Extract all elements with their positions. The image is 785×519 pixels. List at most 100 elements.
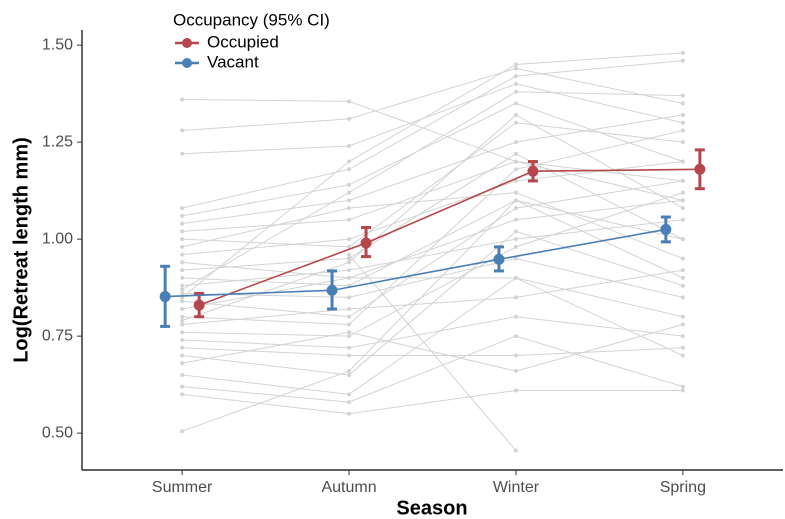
- individual-point: [680, 322, 685, 327]
- individual-point: [347, 252, 352, 257]
- series-point: [360, 237, 372, 249]
- individual-point: [347, 237, 352, 242]
- individual-point: [513, 120, 518, 125]
- individual-point: [347, 144, 352, 149]
- individual-point: [513, 353, 518, 358]
- individual-line: [182, 67, 683, 131]
- individual-point: [347, 295, 352, 300]
- individual-point: [180, 244, 185, 249]
- individual-point: [347, 345, 352, 350]
- individual-point: [180, 384, 185, 389]
- individual-line: [182, 98, 683, 182]
- individual-line: [182, 199, 683, 279]
- individual-line: [182, 347, 683, 357]
- individual-point: [347, 190, 352, 195]
- individual-line: [182, 161, 683, 256]
- individual-point: [680, 58, 685, 63]
- x-tick-label: Summer: [152, 479, 213, 496]
- individual-point: [347, 260, 352, 265]
- series-point: [694, 163, 706, 175]
- y-tick-label: 1.00: [42, 230, 73, 247]
- y-axis-title: Log(Retreat length mm): [10, 137, 32, 363]
- individual-point: [180, 353, 185, 358]
- individual-line: [181, 114, 684, 322]
- individual-point: [180, 268, 185, 273]
- individual-point: [180, 229, 185, 234]
- individual-point: [680, 275, 685, 280]
- individual-point: [513, 66, 518, 71]
- individual-point: [180, 330, 185, 335]
- individual-point: [513, 198, 518, 203]
- individual-point: [347, 99, 352, 104]
- individual-point: [180, 97, 185, 102]
- individual-point: [680, 178, 685, 183]
- series-point: [159, 291, 171, 303]
- individual-point: [180, 287, 185, 292]
- individual-point: [180, 392, 185, 397]
- individual-point: [180, 429, 185, 434]
- individual-point: [180, 318, 185, 323]
- individual-point: [513, 256, 518, 261]
- individual-point: [680, 159, 685, 164]
- individual-point: [513, 89, 518, 94]
- individual-point: [180, 314, 185, 319]
- individual-point: [513, 178, 518, 183]
- legend-label: Vacant: [207, 52, 259, 71]
- individual-point: [680, 353, 685, 358]
- individual-line: [182, 230, 684, 376]
- individual-point: [347, 182, 352, 187]
- individual-line: [182, 324, 683, 372]
- individual-line: [182, 130, 683, 326]
- individual-line: [182, 199, 684, 287]
- individual-point: [347, 206, 352, 211]
- individual-point: [180, 306, 185, 311]
- individual-point: [347, 167, 352, 172]
- individual-line: [181, 91, 683, 291]
- individual-point: [680, 217, 685, 222]
- individual-line: [181, 199, 683, 432]
- individual-point: [680, 314, 685, 319]
- individual-line: [181, 52, 683, 298]
- individual-point: [680, 384, 685, 389]
- individual-point: [347, 268, 352, 273]
- individual-point: [513, 159, 518, 164]
- individual-point: [513, 275, 518, 280]
- series-line: [198, 168, 700, 306]
- individual-point: [513, 81, 518, 86]
- individual-point: [513, 369, 518, 374]
- individual-point: [180, 322, 185, 327]
- y-tick-label: 1.50: [42, 36, 73, 53]
- individual-point: [347, 275, 352, 280]
- individual-point: [513, 62, 518, 67]
- individual-point: [680, 334, 685, 339]
- legend-marker: [182, 58, 192, 68]
- individual-point: [513, 229, 518, 234]
- individual-line: [182, 219, 683, 287]
- individual-line: [182, 60, 683, 209]
- individual-point: [347, 306, 352, 311]
- individual-point: [347, 116, 352, 121]
- individual-point: [180, 213, 185, 218]
- individual-line: [182, 277, 684, 395]
- y-tick-label: 0.50: [42, 424, 73, 441]
- individual-point: [680, 388, 685, 393]
- individual-point: [180, 151, 185, 156]
- individual-point: [347, 322, 352, 327]
- individual-point: [513, 448, 518, 453]
- individual-point: [680, 198, 685, 203]
- individual-line: [182, 114, 683, 225]
- series-point: [527, 165, 539, 177]
- individual-line: [182, 122, 683, 248]
- y-tick-label: 0.75: [42, 327, 73, 344]
- individual-line: [182, 153, 684, 271]
- individual-point: [680, 283, 685, 288]
- individual-line: [182, 180, 683, 318]
- individual-point: [347, 392, 352, 397]
- individual-point: [180, 345, 185, 350]
- individual-point: [680, 256, 685, 261]
- individual-line: [182, 83, 683, 155]
- series-point: [660, 223, 672, 235]
- individual-point: [680, 190, 685, 195]
